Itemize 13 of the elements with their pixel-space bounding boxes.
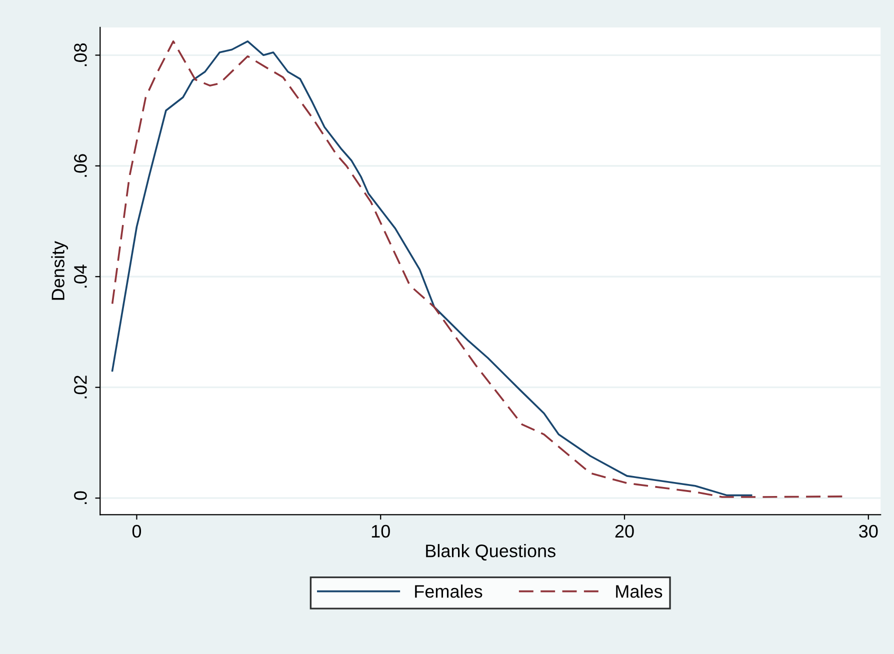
x-tick-label: 30 [859,524,878,538]
y-axis-title: Density [51,241,68,300]
y-tick-label: .0 [74,491,87,504]
legend-label: Females [415,584,482,598]
y-tick-label: .06 [74,154,87,177]
x-tick-label: 0 [132,524,142,538]
legend-label: Males [616,584,662,598]
x-tick-label: 10 [372,524,390,538]
y-tick-label: .02 [74,376,87,398]
x-axis-title: Blank Questions [426,544,556,561]
y-tick-label: .08 [74,43,87,66]
y-tick-label: .04 [74,264,87,288]
x-tick-label: 20 [615,524,634,538]
